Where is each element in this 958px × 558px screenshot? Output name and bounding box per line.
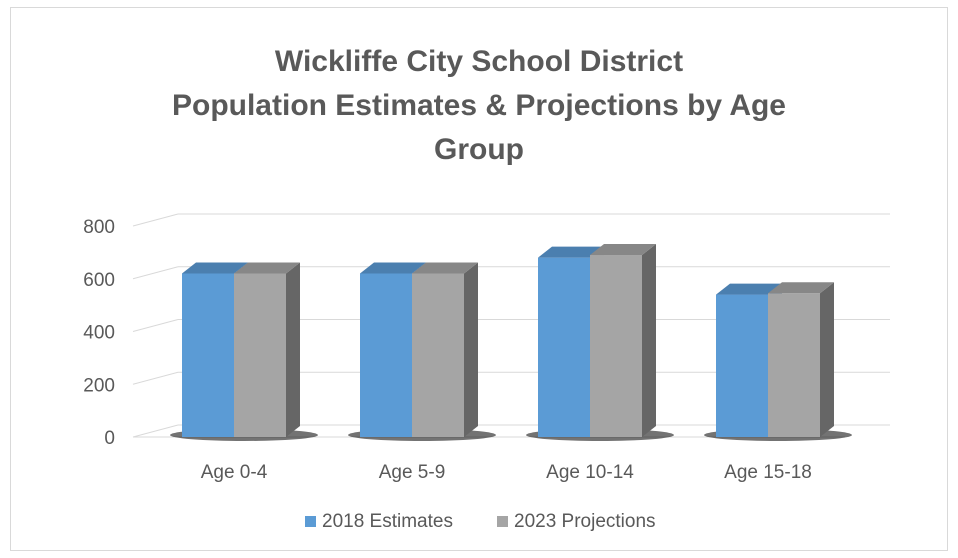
bar-2018-estimates-age-5-9 <box>360 273 412 437</box>
legend: 2018 Estimates 2023 Projections <box>305 511 656 532</box>
category-label: Age 5-9 <box>379 462 446 483</box>
bar-top <box>234 262 300 274</box>
legend-swatch <box>305 516 316 527</box>
gridline-depth <box>132 371 179 385</box>
bar-top <box>716 283 782 295</box>
y-axis-ticks: 0 200 400 600 800 <box>83 217 115 449</box>
gridline-depth <box>132 424 179 438</box>
bar-side <box>464 262 478 437</box>
chart-title-line-1: Wickliffe City School District <box>274 45 684 78</box>
y-tick-label: 200 <box>83 375 115 396</box>
gridline-depth <box>132 266 179 280</box>
category-label: Age 15-18 <box>724 462 812 483</box>
category-label: Age 0-4 <box>201 462 268 483</box>
chart-frame <box>10 7 948 551</box>
chart-title-line-3: Group <box>434 133 524 166</box>
y-tick-label: 400 <box>83 323 115 344</box>
bar-2018-estimates-age-0-4 <box>182 273 234 437</box>
bar-2023-projections-age-5-9 <box>412 273 464 437</box>
bar-2023-projections-age-10-14 <box>590 255 642 437</box>
bar-top <box>412 262 478 274</box>
bar-2018-estimates-age-15-18 <box>716 294 768 437</box>
bar-top <box>590 244 656 256</box>
bar-side <box>286 262 300 437</box>
bar-2018-estimates-age-10-14 <box>538 257 590 437</box>
legend-label: 2018 Estimates <box>322 511 453 532</box>
bar-2023-projections-age-0-4 <box>234 273 286 437</box>
bar-top <box>182 262 248 274</box>
bar-top <box>538 246 604 258</box>
gridline-depth <box>132 319 179 332</box>
bars <box>170 244 852 441</box>
bar-2023-projections-age-15-18 <box>768 293 820 437</box>
bar-side <box>642 244 656 437</box>
legend-label: 2023 Projections <box>514 511 656 532</box>
legend-swatch <box>497 516 508 527</box>
chart-title-line-2: Population Estimates & Projections by Ag… <box>171 89 786 122</box>
bar-top <box>768 282 834 294</box>
y-tick-label: 0 <box>104 428 115 449</box>
category-label: Age 10-14 <box>546 462 634 483</box>
bar-top <box>360 262 426 274</box>
y-tick-label: 600 <box>83 270 115 291</box>
chart-title: Wickliffe City School District Populatio… <box>100 40 858 172</box>
bar-side <box>820 282 834 437</box>
y-tick-label: 800 <box>83 217 115 238</box>
gridline-depth <box>132 213 179 227</box>
category-labels: Age 0-4 Age 5-9 Age 10-14 Age 15-18 <box>201 462 812 483</box>
